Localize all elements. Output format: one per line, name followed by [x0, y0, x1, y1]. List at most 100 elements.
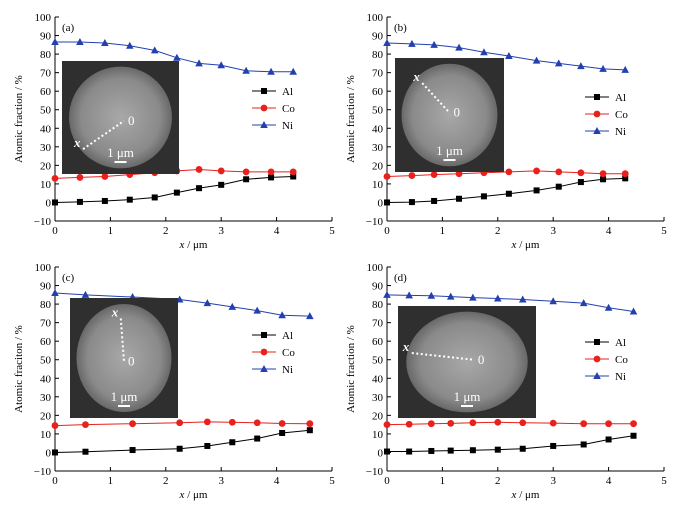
x-tick-label: 2 — [495, 225, 501, 237]
data-point-co — [129, 420, 136, 428]
y-tick-label: 0 — [46, 447, 52, 459]
y-tick-label: 50 — [372, 355, 384, 367]
data-point-co — [405, 420, 413, 428]
legend-label: Ni — [282, 120, 293, 132]
legend-label: Al — [615, 92, 626, 104]
inset-x-label: x — [412, 69, 420, 84]
y-tick-label: 60 — [372, 86, 384, 98]
data-point-al — [577, 179, 584, 186]
series-line-co — [386, 421, 634, 426]
x-tick-label: 0 — [52, 225, 58, 237]
data-point-ni — [306, 312, 314, 320]
data-point-ni — [173, 53, 181, 61]
data-point-al — [456, 195, 463, 202]
legend-marker — [260, 121, 268, 128]
data-point-ni — [253, 306, 262, 314]
data-point-al — [431, 197, 438, 204]
y-tick-label: 20 — [372, 160, 384, 172]
data-point-co — [580, 420, 588, 428]
x-tick-label: 5 — [661, 475, 667, 487]
data-point-co — [505, 168, 513, 176]
y-tick-label: 0 — [378, 447, 384, 459]
x-tick-label: 3 — [550, 475, 556, 487]
particle — [401, 63, 498, 167]
data-point-ni — [267, 67, 275, 75]
data-point-ni — [579, 299, 588, 307]
legend-marker — [593, 355, 601, 363]
data-point-ni — [549, 297, 557, 305]
legend-label: Co — [615, 109, 628, 121]
data-point-al — [428, 447, 435, 454]
y-tick-label: 70 — [40, 318, 52, 330]
legend-label: Al — [282, 86, 293, 98]
inset-micrograph: x 0 1 μm — [398, 306, 536, 418]
y-tick-label: 100 — [35, 262, 52, 274]
y-tick-label: 90 — [372, 281, 384, 293]
data-point-ni — [621, 65, 630, 73]
data-point-co — [408, 172, 416, 179]
data-point-ni — [518, 295, 527, 303]
x-axis-label: x / μm — [179, 239, 208, 251]
legend-label: Co — [282, 347, 295, 359]
data-point-ni — [217, 61, 225, 69]
data-point-al — [279, 429, 286, 436]
y-tick-label: 30 — [40, 142, 52, 154]
y-tick-label: 100 — [35, 12, 52, 24]
legend-marker — [260, 104, 268, 112]
data-point-al — [519, 445, 526, 452]
x-tick-label: 1 — [108, 475, 114, 487]
y-tick-label: 70 — [372, 68, 384, 80]
x-tick-label: 4 — [606, 475, 612, 487]
scale-bar-label: 1 μm — [454, 389, 481, 404]
x-tick-label: 1 — [440, 225, 446, 237]
data-point-ni — [505, 51, 513, 59]
data-point-ni — [554, 59, 563, 67]
x-tick-label: 2 — [163, 475, 169, 487]
y-tick-label: 10 — [372, 179, 384, 191]
data-point-al — [290, 173, 297, 180]
data-point-al — [129, 447, 136, 454]
y-axis-label: Atomic fraction / % — [13, 75, 25, 163]
data-point-al — [218, 181, 225, 188]
y-tick-label: 10 — [372, 429, 384, 441]
y-tick-label: 20 — [40, 160, 52, 172]
x-tick-label: 0 — [384, 475, 390, 487]
x-tick-label: 0 — [384, 225, 390, 237]
data-point-co — [267, 168, 275, 176]
data-point-al — [469, 447, 476, 454]
data-point-co — [203, 418, 211, 426]
data-point-al — [447, 447, 454, 454]
data-point-co — [549, 419, 557, 427]
inset-micrograph: x 0 1 μm — [395, 58, 504, 172]
measurement-line — [411, 352, 475, 361]
data-point-al — [580, 441, 587, 448]
x-tick-label: 4 — [274, 475, 280, 487]
y-tick-label: 70 — [40, 68, 52, 80]
x-tick-label: 0 — [52, 475, 58, 487]
x-axis-label: x / μm — [179, 489, 208, 501]
data-point-al — [204, 442, 211, 449]
data-point-ni — [51, 38, 59, 46]
data-point-ni — [405, 291, 413, 299]
y-axis-label: Atomic fraction / % — [345, 325, 357, 413]
y-tick-label: 10 — [40, 429, 52, 441]
data-point-ni — [469, 293, 477, 301]
data-point-al — [406, 448, 413, 455]
data-point-co — [82, 421, 89, 429]
data-point-ni — [532, 56, 541, 64]
y-tick-label: −10 — [34, 466, 52, 478]
data-point-co — [101, 173, 109, 180]
data-point-al — [533, 187, 540, 194]
y-tick-label: 30 — [372, 392, 384, 404]
data-point-al — [605, 436, 612, 443]
y-tick-label: 80 — [40, 299, 52, 311]
y-tick-label: 60 — [372, 336, 384, 348]
y-tick-label: 40 — [372, 123, 384, 135]
data-point-co — [289, 168, 297, 176]
data-point-co — [427, 420, 435, 428]
measurement-line — [82, 120, 125, 150]
data-point-co — [455, 170, 463, 178]
data-point-al — [229, 439, 236, 446]
data-point-ni — [494, 294, 502, 302]
